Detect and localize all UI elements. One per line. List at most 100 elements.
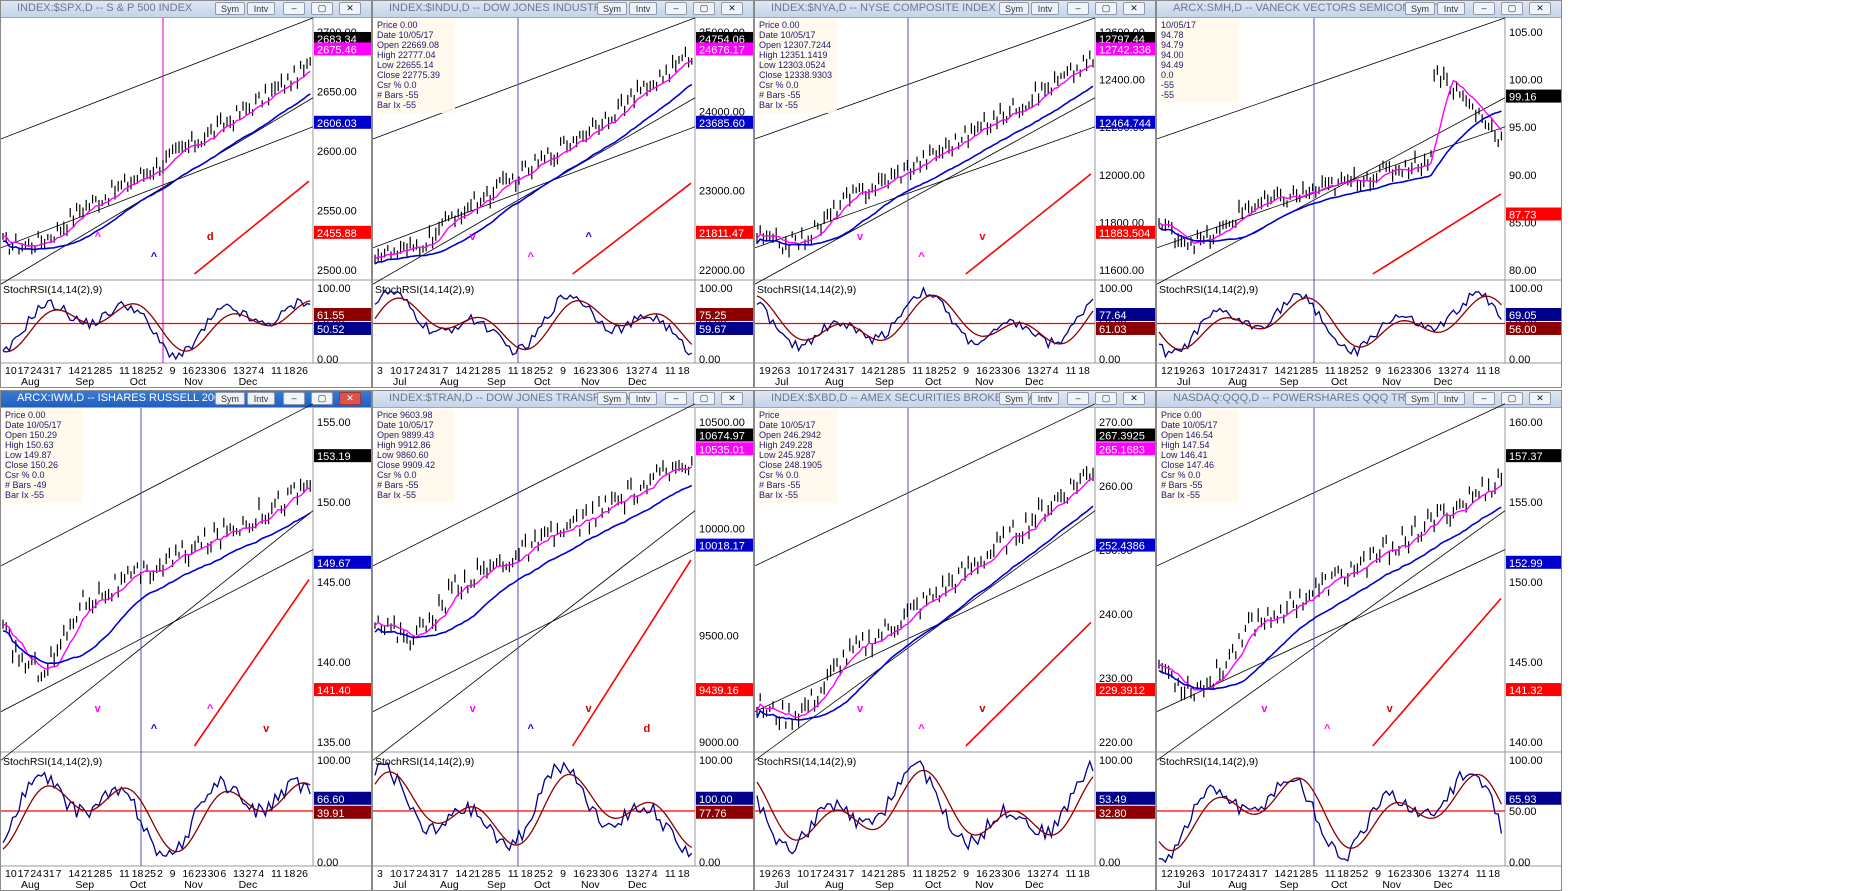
month-label: Aug [21,879,40,891]
intv-button[interactable]: Intv [1437,392,1465,405]
x-tick-label: 11 [1325,365,1336,377]
stoch-badge-label: 69.05 [1509,310,1537,322]
stoch-badge: 77.64 [1096,307,1155,322]
maximize-button[interactable]: ▢ [311,392,333,405]
y-tick-label: 150.00 [1509,577,1543,589]
minimize-button[interactable]: – [1067,392,1089,405]
price-badge: 87.73 [1506,207,1561,222]
ma-fast-line [756,477,1094,719]
chart-panel-3[interactable]: ARCX:SMH,D -- VANECK VECTORS SEMICONDUCT… [1156,0,1562,388]
month-label: Sep [75,376,94,388]
minimize-button[interactable]: – [665,392,687,405]
maximize-button[interactable]: ▢ [1501,392,1523,405]
close-button[interactable]: ✕ [1123,2,1145,15]
x-tick-label: 26 [1186,868,1198,880]
chart-panel-1[interactable]: INDEX:$INDU,D -- DOW JONES INDUSTRIALS Sy… [372,0,754,388]
panel-titlebar[interactable]: INDEX:$NYA,D -- NYSE COMPOSITE INDEX Sym I… [755,1,1155,18]
panel-titlebar[interactable]: ARCX:SMH,D -- VANECK VECTORS SEMICONDUCT… [1157,1,1561,18]
sym-button[interactable]: Sym [999,2,1029,15]
x-tick-label: 17 [18,868,30,880]
maximize-button[interactable]: ▢ [1501,2,1523,15]
maximize-button[interactable]: ▢ [1095,2,1117,15]
maximize-button[interactable]: ▢ [693,392,715,405]
chart-panel-5[interactable]: INDEX:$TRAN,D -- DOW JONES TRANSPORTATIO… [372,390,754,891]
minimize-button[interactable]: – [665,2,687,15]
chart-panel-6[interactable]: INDEX:$XBD,D -- AMEX SECURITIES BROKER/D… [754,390,1156,891]
minimize-button[interactable]: – [283,392,305,405]
intv-button[interactable]: Intv [1437,2,1465,15]
minimize-button[interactable]: – [283,2,305,15]
sym-button[interactable]: Sym [215,2,245,15]
panel-titlebar[interactable]: ARCX:IWM,D -- ISHARES RUSSELL 2000 Sym Int… [1,391,371,408]
x-tick-label: 10 [5,365,17,377]
x-tick-label: 18 [925,868,937,880]
x-tick-label: 17 [1224,868,1236,880]
chart-panel-2[interactable]: INDEX:$NYA,D -- NYSE COMPOSITE INDEX Sym I… [754,0,1156,388]
x-tick-label: 31 [429,365,441,377]
x-tick-label: 24 [30,868,42,880]
intv-button[interactable]: Intv [1031,2,1059,15]
intv-button[interactable]: Intv [629,2,657,15]
price-badge-label: 9439.16 [699,685,739,697]
close-button[interactable]: ✕ [339,392,361,405]
sym-button[interactable]: Sym [1405,392,1435,405]
stoch-badge: 61.03 [1096,321,1155,336]
x-tick-label: 16 [182,365,194,377]
sym-button[interactable]: Sym [1405,2,1435,15]
info-line: Open 246.2942 [759,430,821,440]
minimize-button[interactable]: – [1067,2,1089,15]
x-tick-label: 16 [976,365,988,377]
y-tick-label: 105.00 [1509,27,1543,39]
sym-button[interactable]: Sym [597,2,627,15]
panel-title: INDEX:$INDU,D -- DOW JONES INDUSTRIALS [389,2,626,14]
intv-button[interactable]: Intv [629,392,657,405]
close-button[interactable]: ✕ [721,2,743,15]
minimize-button[interactable]: – [1473,392,1495,405]
chart-panel-4[interactable]: ARCX:IWM,D -- ISHARES RUSSELL 2000 Sym Int… [0,390,372,891]
x-tick-label: 4 [652,868,658,880]
chart-panel-7[interactable]: NASDAQ:QQQ,D -- POWERSHARES QQQ TRUST Sym… [1156,390,1562,891]
panel-titlebar[interactable]: INDEX:$TRAN,D -- DOW JONES TRANSPORTATIO… [373,391,753,408]
maximize-button[interactable]: ▢ [311,2,333,15]
ma-slow-line [965,621,1092,747]
stoch-tick-label: 0.00 [1509,354,1530,366]
y-tick-label: 140.00 [1509,737,1543,749]
sym-button[interactable]: Sym [215,392,245,405]
panel-titlebar[interactable]: INDEX:$INDU,D -- DOW JONES INDUSTRIALS Sy… [373,1,753,18]
month-label: Aug [825,376,844,388]
info-line: Price 0.00 [377,20,418,30]
x-tick-label: 11 [271,365,282,377]
maximize-button[interactable]: ▢ [1095,392,1117,405]
close-button[interactable]: ✕ [1123,392,1145,405]
y-tick-label: 100.00 [1509,75,1543,87]
panel-titlebar[interactable]: INDEX:$SPX,D -- S & P 500 INDEX Sym Intv – ▢… [1,1,371,18]
x-tick-label: 9 [560,365,566,377]
x-tick-label: 25 [938,365,950,377]
panel-titlebar[interactable]: NASDAQ:QQQ,D -- POWERSHARES QQQ TRUST Sym… [1157,391,1561,408]
minimize-button[interactable]: – [1473,2,1495,15]
close-button[interactable]: ✕ [1529,2,1551,15]
intv-button[interactable]: Intv [247,2,275,15]
x-tick-label: 16 [1388,365,1400,377]
intv-button[interactable]: Intv [1031,392,1059,405]
close-button[interactable]: ✕ [339,2,361,15]
close-button[interactable]: ✕ [1529,392,1551,405]
panel-titlebar[interactable]: INDEX:$XBD,D -- AMEX SECURITIES BROKER/D… [755,391,1155,408]
maximize-button[interactable]: ▢ [693,2,715,15]
y-tick-label: 220.00 [1099,737,1133,749]
sym-button[interactable]: Sym [999,392,1029,405]
intv-button[interactable]: Intv [247,392,275,405]
month-label: Nov [581,879,600,891]
x-tick-label: 31 [1249,868,1261,880]
chart-panel-0[interactable]: INDEX:$SPX,D -- S & P 500 INDEX Sym Intv – ▢… [0,0,372,388]
ma-mid-line [756,505,1094,721]
close-button[interactable]: ✕ [721,392,743,405]
y-tick-label: 2600.00 [317,146,357,158]
x-tick-label: 2 [547,365,553,377]
sym-button[interactable]: Sym [597,392,627,405]
stoch-badge-label: 100.00 [699,794,733,806]
x-tick-label: 18 [521,365,533,377]
x-tick-label: 11 [119,868,130,880]
